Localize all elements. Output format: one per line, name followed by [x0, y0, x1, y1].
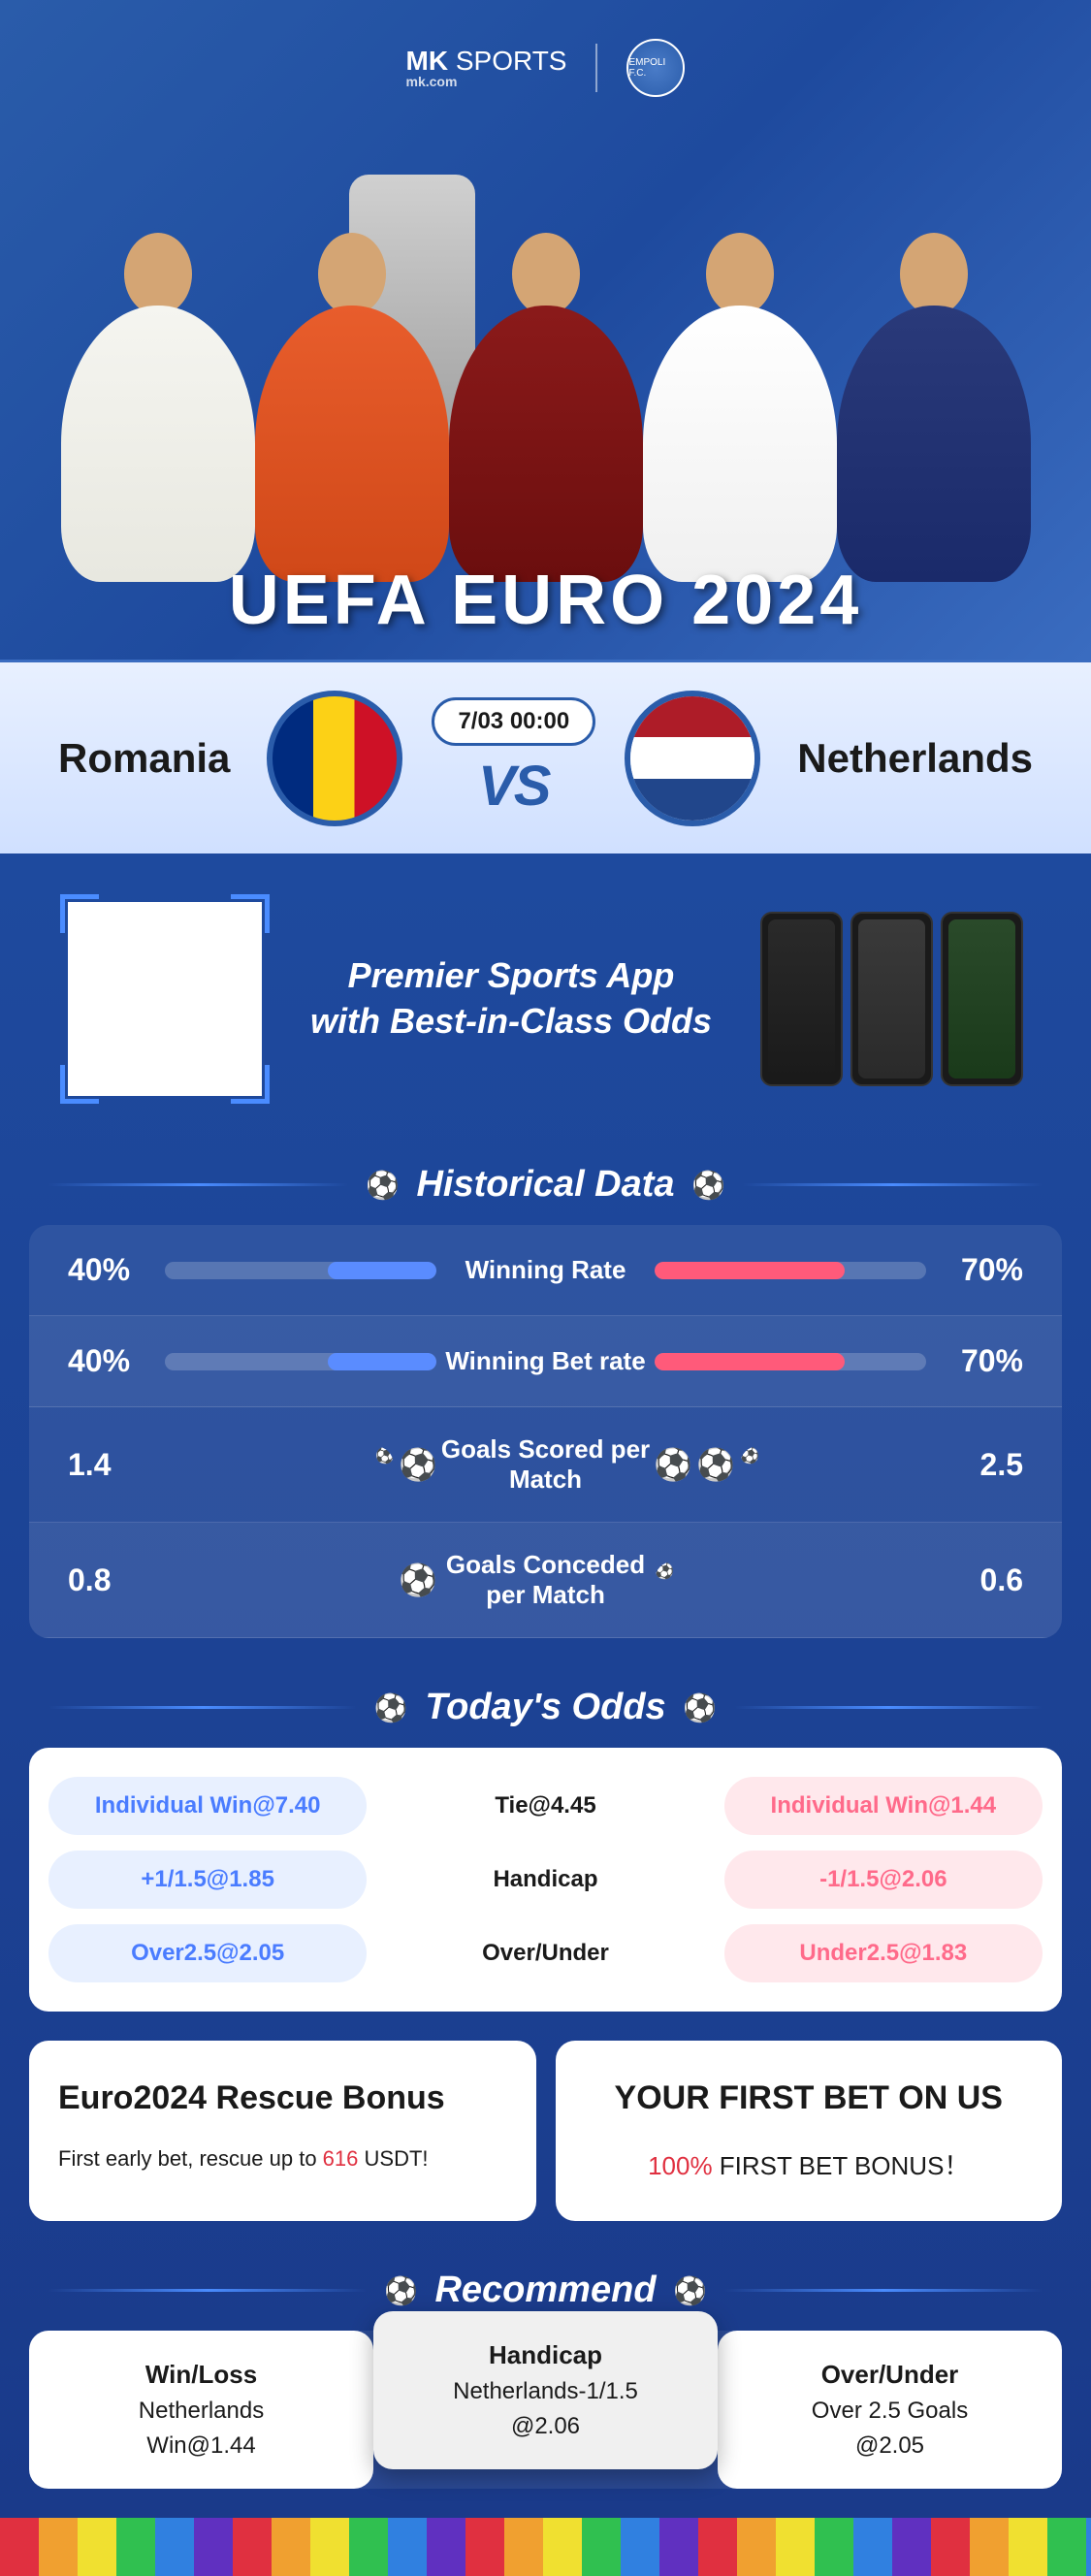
odds-right[interactable]: Individual Win@1.44 — [724, 1777, 1043, 1835]
team-right: Netherlands — [797, 735, 1033, 782]
partner-crest: EMPOLI F.C. — [626, 39, 685, 97]
logo-divider — [595, 44, 597, 92]
soccer-ball-icon — [686, 1693, 715, 1723]
match-bar: Romania 7/03 00:00 VS Netherlands — [0, 660, 1091, 853]
odds-header: Today's Odds — [29, 1667, 1062, 1748]
app-screenshots — [760, 912, 1023, 1086]
bottom-decoration — [0, 2518, 1091, 2576]
team-left: Romania — [58, 735, 230, 782]
soccer-ball-icon — [376, 1693, 405, 1723]
hero-players — [0, 145, 1091, 582]
stat-winning-rate: 40% Winning Rate 70% — [29, 1225, 1062, 1316]
match-center: 7/03 00:00 VS — [267, 691, 760, 826]
recommend-handicap[interactable]: Handicap Netherlands-1/1.5 @2.06 — [373, 2311, 718, 2469]
odds-mid[interactable]: Handicap — [386, 1851, 704, 1909]
brand-suffix: SPORTS — [456, 46, 567, 76]
balls-left: ⚽⚽ — [165, 1446, 436, 1483]
brand-domain: mk.com — [406, 75, 567, 88]
odds-right[interactable]: -1/1.5@2.06 — [724, 1851, 1043, 1909]
recommend-panel: Win/Loss Netherlands Win@1.44 Handicap N… — [29, 2331, 1062, 2489]
odds-mid[interactable]: Over/Under — [386, 1924, 704, 1982]
recommend-overunder[interactable]: Over/Under Over 2.5 Goals @2.05 — [718, 2331, 1062, 2489]
bonus-card-rescue[interactable]: Euro2024 Rescue Bonus First early bet, r… — [29, 2041, 536, 2221]
stat-winning-bet: 40% Winning Bet rate 70% — [29, 1316, 1062, 1407]
odds-row: Individual Win@7.40 Tie@4.45 Individual … — [48, 1777, 1043, 1835]
flag-right-icon — [625, 691, 760, 826]
stat-goals-conceded: 0.8 ⚽ Goals Conceded per Match ⚽ 0.6 — [29, 1523, 1062, 1638]
historical-header: Historical Data — [29, 1144, 1062, 1225]
soccer-ball-icon — [368, 1171, 397, 1200]
odds-left[interactable]: Over2.5@2.05 — [48, 1924, 367, 1982]
odds-row: +1/1.5@1.85 Handicap -1/1.5@2.06 — [48, 1851, 1043, 1909]
stat-goals-scored: 1.4 ⚽⚽ Goals Scored per Match ⚽⚽⚽ 2.5 — [29, 1407, 1062, 1523]
odds-left[interactable]: +1/1.5@1.85 — [48, 1851, 367, 1909]
soccer-ball-icon — [694, 1171, 723, 1200]
bar-left — [165, 1262, 436, 1279]
hero-banner: MK SPORTS mk.com EMPOLI F.C. UEFA EURO 2… — [0, 0, 1091, 660]
qr-code[interactable] — [68, 902, 262, 1096]
match-datetime: 7/03 00:00 — [432, 697, 595, 746]
brand-logo: MK SPORTS mk.com EMPOLI F.C. — [406, 39, 686, 97]
bonus-cards: Euro2024 Rescue Bonus First early bet, r… — [29, 2041, 1062, 2221]
app-slogan: Premier Sports App with Best-in-Class Od… — [291, 953, 731, 1045]
odds-left[interactable]: Individual Win@7.40 — [48, 1777, 367, 1835]
balls-right: ⚽⚽⚽ — [655, 1446, 926, 1483]
odds-row: Over2.5@2.05 Over/Under Under2.5@1.83 — [48, 1924, 1043, 1982]
odds-right[interactable]: Under2.5@1.83 — [724, 1924, 1043, 1982]
odds-panel: Individual Win@7.40 Tie@4.45 Individual … — [29, 1748, 1062, 2012]
odds-mid[interactable]: Tie@4.45 — [386, 1777, 704, 1835]
app-banner: Premier Sports App with Best-in-Class Od… — [29, 883, 1062, 1115]
soccer-ball-icon — [676, 2276, 705, 2305]
soccer-ball-icon — [386, 2276, 415, 2305]
historical-stats: 40% Winning Rate 70% 40% Winning Bet rat… — [29, 1225, 1062, 1638]
vs-label: VS — [478, 754, 549, 819]
bonus-card-firstbet[interactable]: YOUR FIRST BET ON US 100% FIRST BET BONU… — [556, 2041, 1063, 2221]
flag-left-icon — [267, 691, 402, 826]
recommend-winloss[interactable]: Win/Loss Netherlands Win@1.44 — [29, 2331, 373, 2489]
hero-title: UEFA EURO 2024 — [0, 561, 1091, 640]
bar-right — [655, 1262, 926, 1279]
brand-name: MK — [406, 46, 449, 76]
